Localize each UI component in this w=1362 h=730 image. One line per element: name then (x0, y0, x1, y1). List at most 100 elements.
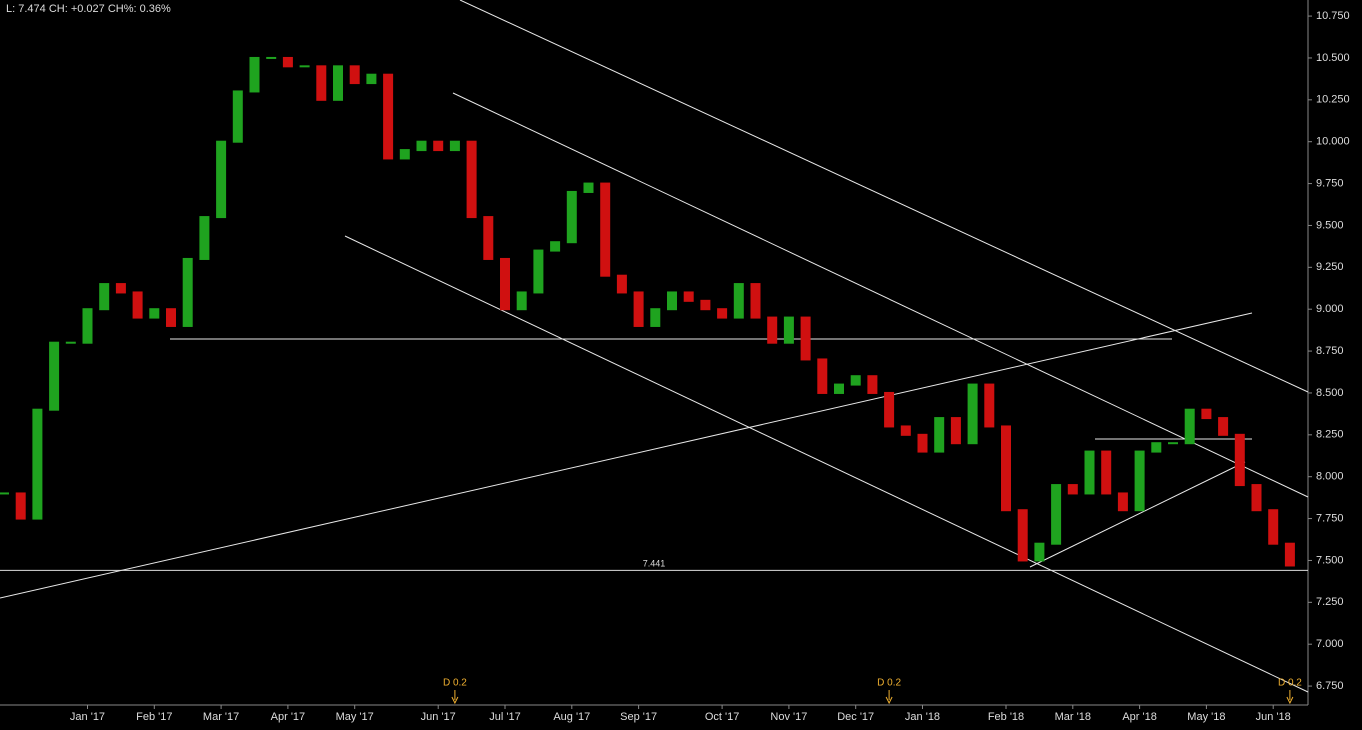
price-bar (984, 383, 995, 428)
price-bar (349, 65, 360, 85)
y-tick-label: 9.500 (1316, 219, 1344, 231)
trend-line (1029, 461, 1246, 568)
price-bar (32, 408, 43, 520)
x-tick-label: May '18 (1187, 711, 1225, 723)
price-bar (917, 433, 928, 453)
x-tick-label: May '17 (336, 711, 374, 723)
price-bar (1184, 408, 1195, 445)
price-bar (1001, 425, 1011, 512)
price-bar (1268, 509, 1279, 545)
price-bar (900, 425, 911, 436)
x-tick-label: Nov '17 (770, 711, 807, 723)
y-tick-label: 9.250 (1316, 261, 1344, 273)
price-bar (1067, 484, 1078, 495)
trend-line (0, 312, 1253, 599)
price-bar (600, 182, 611, 277)
price-bar (149, 308, 160, 319)
x-tick-label: Jan '17 (70, 711, 105, 723)
x-tick-label: Oct '17 (705, 711, 740, 723)
price-bar (232, 90, 243, 143)
price-bar (333, 65, 343, 101)
price-bar (850, 375, 861, 386)
x-tick-label: Feb '17 (136, 711, 172, 723)
price-bar (700, 299, 711, 311)
y-tick-label: 9.750 (1316, 177, 1344, 189)
price-bar (132, 291, 143, 319)
x-tick-label: Jul '17 (489, 711, 520, 723)
price-bar (884, 391, 895, 428)
header-readout: L: 7.474 CH: +0.027 CH%: 0.36% (6, 3, 171, 15)
price-bar (0, 492, 9, 495)
y-tick-label: 7.000 (1316, 638, 1344, 650)
price-bar (1034, 542, 1045, 562)
event-arrow (1286, 690, 1294, 705)
price-bar (416, 140, 427, 152)
y-tick-label: 8.000 (1316, 471, 1344, 483)
price-bar (1151, 442, 1162, 453)
trend-line (459, 0, 1309, 393)
price-bar (1168, 442, 1178, 445)
price-bar (99, 283, 110, 311)
price-bar (282, 56, 293, 68)
price-bar (1134, 450, 1145, 512)
price-bar (15, 492, 26, 520)
x-tick-label: Apr '17 (271, 711, 306, 723)
price-bar (967, 383, 978, 445)
price-bar (82, 308, 93, 344)
price-bar (934, 417, 945, 453)
trend-line (452, 92, 1309, 498)
x-tick-label: Jun '18 (1256, 711, 1291, 723)
event-label: D 0.2 (1278, 678, 1302, 689)
y-tick-label: 8.750 (1316, 345, 1344, 357)
price-bar (500, 257, 510, 311)
y-tick-label: 7.250 (1316, 596, 1344, 608)
price-bar (533, 249, 544, 294)
trend-line (344, 235, 1309, 693)
event-label: D 0.2 (443, 678, 467, 689)
price-line-label: 7.441 (643, 559, 666, 569)
event-label: D 0.2 (877, 678, 901, 689)
price-bar (199, 216, 210, 260)
x-tick-label: Jun '17 (421, 711, 456, 723)
price-bar (1201, 408, 1212, 420)
price-bar (750, 283, 761, 319)
price-bar (667, 291, 677, 311)
price-bar (433, 140, 444, 152)
price-bar (767, 316, 778, 344)
x-tick-label: Aug '17 (553, 711, 590, 723)
price-bar (449, 140, 460, 152)
price-bar (49, 341, 60, 411)
price-bar (783, 316, 794, 344)
trend-lines (0, 0, 1309, 693)
price-bar (1251, 484, 1262, 512)
y-tick-label: 6.750 (1316, 680, 1344, 692)
price-bar (950, 417, 961, 445)
y-tick-label: 8.250 (1316, 429, 1344, 441)
price-bar (1017, 509, 1028, 562)
price-bar (683, 291, 694, 302)
price-bar (249, 56, 260, 93)
event-arrow (885, 690, 893, 705)
price-bar (717, 308, 728, 319)
price-bar (1101, 450, 1112, 495)
price-bar (1117, 492, 1128, 512)
y-tick-label: 10.500 (1316, 52, 1350, 64)
price-bar (867, 375, 878, 394)
y-tick-label: 10.000 (1316, 136, 1350, 148)
price-bar (115, 283, 126, 294)
price-bar (399, 149, 410, 160)
price-bar (182, 257, 193, 327)
y-tick-label: 10.750 (1316, 10, 1350, 22)
price-bar (733, 283, 744, 319)
price-bar (516, 291, 527, 311)
x-tick-label: Apr '18 (1122, 711, 1157, 723)
price-bar (1284, 542, 1295, 567)
price-bar (800, 316, 811, 361)
price-bar (216, 140, 227, 219)
price-bar (616, 274, 627, 294)
x-tick-label: Sep '17 (620, 711, 657, 723)
price-bar (366, 73, 377, 85)
price-bar (266, 56, 277, 59)
price-bar (299, 65, 310, 68)
